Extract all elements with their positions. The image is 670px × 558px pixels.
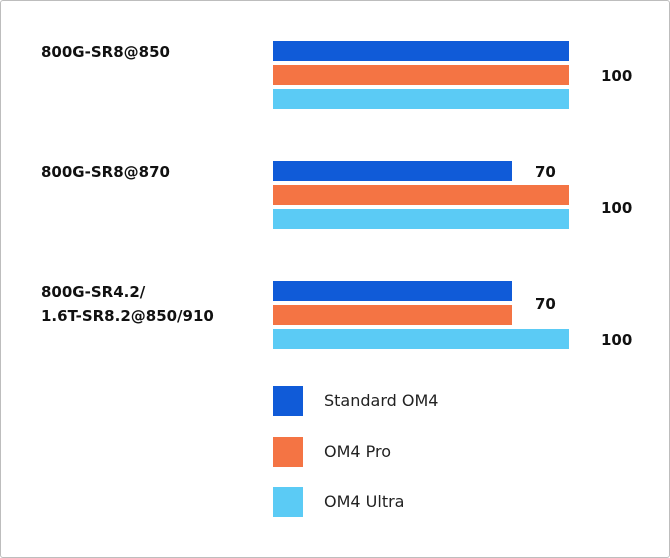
data-label: 70	[535, 163, 556, 181]
legend-swatch	[273, 436, 303, 467]
bar	[273, 185, 569, 205]
category-label: 800G-SR8@850	[41, 43, 170, 61]
data-label: 100	[601, 331, 633, 349]
data-label: 70	[535, 295, 556, 313]
bar	[273, 281, 512, 301]
bar	[273, 41, 569, 61]
data-label: 100	[601, 199, 633, 217]
bar	[273, 329, 569, 349]
legend-label: Standard OM4	[324, 391, 439, 410]
legend-swatch	[273, 386, 303, 416]
data-label: 100	[601, 67, 633, 85]
legend-label: OM4 Ultra	[324, 492, 405, 511]
bar	[273, 65, 569, 85]
bar	[273, 305, 512, 325]
bar	[273, 209, 569, 229]
category-label: 800G-SR4.2/ 1.6T-SR8.2@850/910	[41, 283, 214, 325]
bar	[273, 89, 569, 109]
legend-swatch	[273, 487, 303, 517]
legend-label: OM4 Pro	[324, 441, 392, 461]
category-label: 800G-SR8@870	[41, 163, 170, 181]
bar	[273, 161, 512, 181]
